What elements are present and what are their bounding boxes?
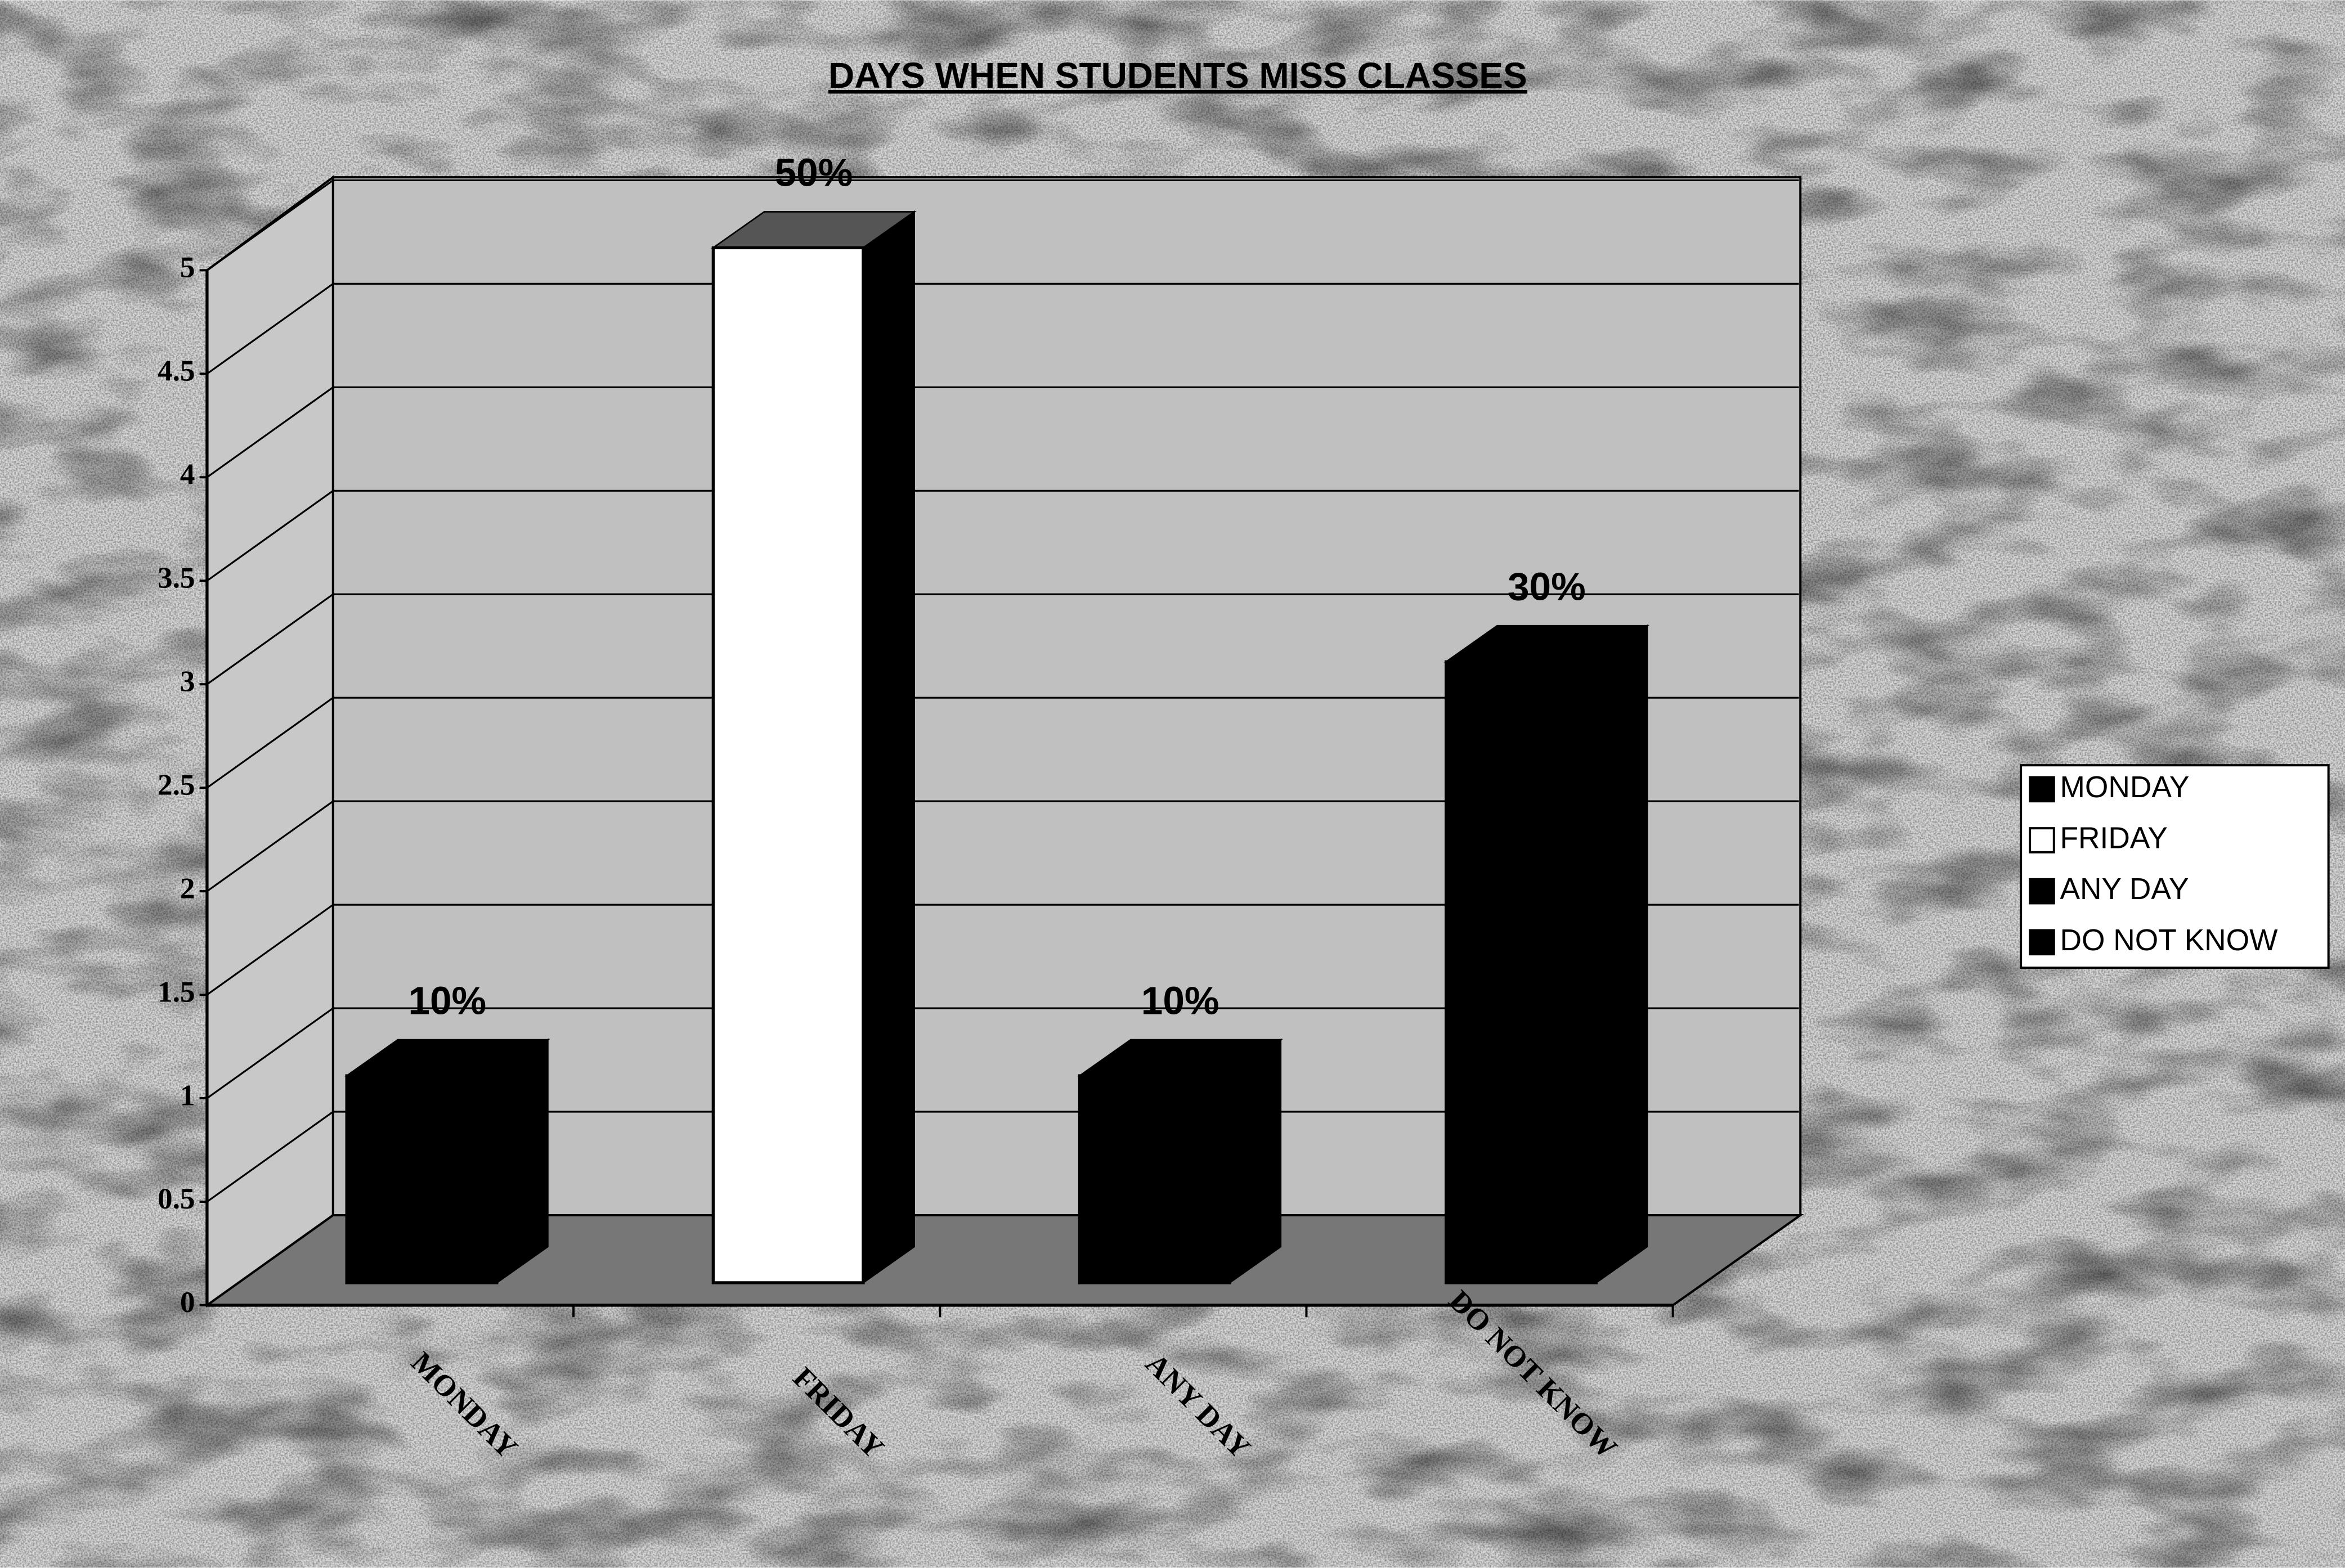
data-label: 10% [1141, 978, 1219, 1022]
legend-swatch [2029, 827, 2055, 853]
chart-title: DAYS WHEN STUDENTS MISS CLASSES [828, 55, 1527, 96]
data-label: 30% [1508, 565, 1586, 609]
y-tick-label: 2.5 [158, 767, 195, 801]
grid-line [206, 283, 334, 375]
legend-swatch [2029, 878, 2055, 905]
data-label: 50% [775, 151, 853, 195]
bar-side [862, 210, 915, 1284]
legend [2020, 764, 2330, 969]
y-tick-label: 3 [180, 664, 195, 698]
y-tick-label: 4 [180, 457, 195, 491]
y-tick-label: 2 [180, 871, 195, 905]
y-tick-label: 1.5 [158, 974, 195, 1008]
bar-side [1595, 624, 1648, 1284]
bar [1445, 660, 1598, 1284]
y-tick-label: 5 [180, 250, 195, 284]
bar-side [1228, 1038, 1282, 1284]
bar [345, 1074, 499, 1284]
grid-line [206, 904, 334, 996]
grid-line [206, 179, 334, 271]
bar-side [496, 1038, 549, 1284]
bar [711, 246, 865, 1284]
legend-label: MONDAY [2060, 771, 2189, 804]
bar [1078, 1074, 1231, 1284]
grid-line [206, 489, 334, 582]
grid-line [206, 800, 334, 892]
left-wall [205, 175, 334, 1308]
legend-label: DO NOT KNOW [2060, 924, 2278, 957]
grid-line [206, 593, 334, 685]
y-tick-label: 0.5 [158, 1181, 195, 1215]
y-tick-label: 4.5 [158, 354, 195, 388]
grid-line [206, 1007, 334, 1099]
y-tick-label: 1 [180, 1078, 195, 1112]
grid-line [206, 387, 334, 478]
legend-label: ANY DAY [2060, 873, 2189, 906]
data-label: 10% [408, 978, 486, 1022]
legend-swatch [2029, 776, 2055, 803]
legend-label: FRIDAY [2060, 822, 2168, 855]
y-tick-label: 3.5 [158, 560, 195, 594]
grid-line [206, 697, 334, 789]
legend-swatch [2029, 929, 2055, 956]
y-tick-label: 0 [180, 1285, 195, 1319]
grid-line [206, 1111, 334, 1203]
